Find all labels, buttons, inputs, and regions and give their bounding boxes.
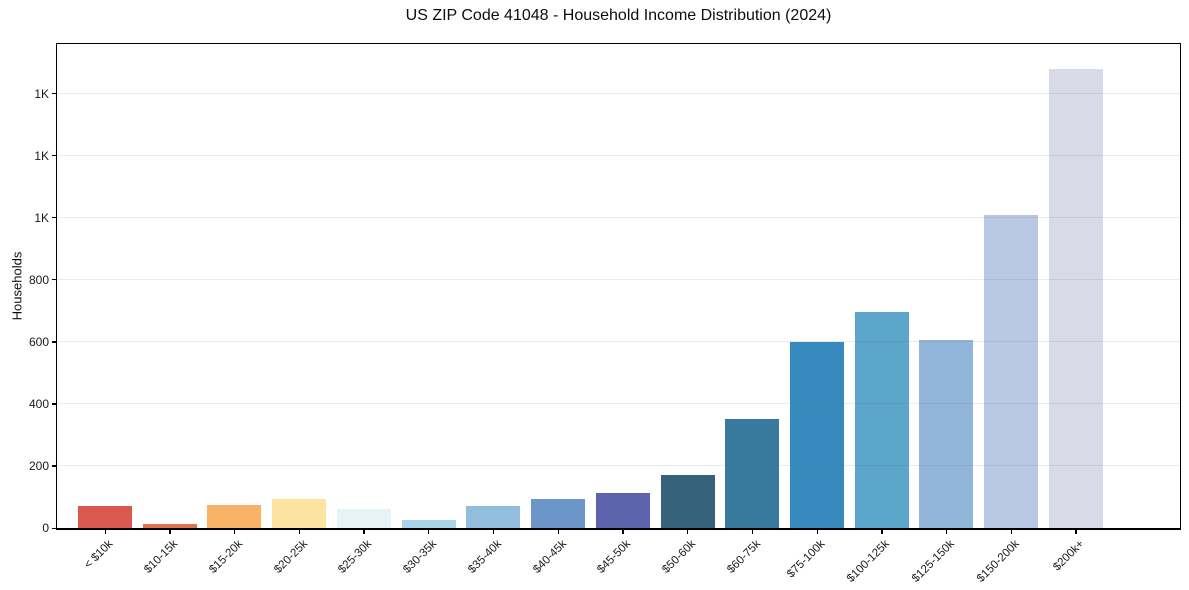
x-tick-mark: [492, 530, 495, 534]
x-tick-mark: [557, 530, 559, 534]
y-tick-mark: [52, 341, 56, 343]
y-tick-label: 1K: [34, 148, 49, 163]
x-tick-label: $50-60k: [660, 538, 699, 576]
y-tick-mark: [52, 217, 56, 219]
bar-12: [854, 312, 909, 528]
y-tick-mark: [52, 403, 56, 405]
x-tick-label: $100-125k: [845, 538, 893, 585]
x-tick-label: $15-20k: [207, 538, 245, 576]
x-tick-mark: [1010, 530, 1013, 534]
x-tick-label: $60-75k: [724, 538, 763, 576]
x-tick-mark: [169, 530, 171, 534]
bar-8: [595, 493, 650, 528]
chart-title: US ZIP Code 41048 - Household Income Dis…: [405, 7, 832, 24]
bar-0: [78, 505, 132, 528]
gridline-1400: [57, 93, 1180, 95]
x-tick-mark: [687, 530, 689, 534]
x-tick-mark: [751, 530, 754, 534]
x-tick-label: < $10k: [82, 538, 116, 572]
y-tick-label: 200: [28, 458, 49, 473]
bar-14: [984, 214, 1039, 528]
bar-10: [725, 419, 780, 528]
x-tick-label: $75-100k: [785, 538, 828, 581]
x-tick-label: $35-40k: [466, 538, 504, 576]
x-tick-mark: [622, 530, 624, 534]
gridline-600: [57, 341, 1180, 343]
x-tick-label: $45-50k: [595, 538, 634, 576]
plot-area: [56, 43, 1181, 530]
y-tick-label: 800: [28, 272, 49, 287]
bar-4: [336, 508, 391, 528]
bar-3: [272, 498, 327, 528]
y-tick-label: 400: [28, 396, 49, 411]
x-tick-mark: [298, 530, 300, 534]
x-tick-mark: [881, 530, 883, 534]
bar-7: [531, 498, 586, 528]
y-tick-mark: [52, 279, 56, 281]
x-tick-mark: [945, 530, 948, 534]
gridline-1200: [57, 155, 1180, 157]
gridline-800: [57, 279, 1180, 281]
x-tick-mark: [104, 530, 106, 534]
gridline-400: [57, 403, 1180, 405]
bar-9: [660, 475, 715, 528]
x-tick-label: $30-35k: [401, 538, 440, 576]
x-tick-mark: [428, 530, 430, 534]
bar-13: [919, 340, 974, 528]
x-tick-label: $40-45k: [530, 538, 569, 576]
y-tick-mark: [52, 465, 56, 467]
bar-15: [1048, 68, 1103, 528]
x-tick-mark: [233, 530, 236, 534]
y-tick-label: 1K: [34, 210, 49, 225]
y-tick-label: 1K: [34, 86, 49, 101]
x-tick-label: $150-200k: [974, 538, 1022, 585]
y-tick-mark: [52, 155, 56, 157]
x-tick-mark: [363, 530, 365, 534]
y-tick-mark: [52, 93, 56, 95]
gridline-200: [57, 465, 1180, 467]
bar-5: [401, 520, 456, 528]
y-tick-label: 0: [42, 521, 49, 535]
x-tick-label: $25-30k: [336, 538, 375, 576]
x-tick-label: $10-15k: [142, 538, 181, 576]
x-tick-mark: [1075, 530, 1077, 534]
x-tick-label: $200k+: [1051, 538, 1087, 574]
x-tick-mark: [816, 530, 818, 534]
x-tick-label: $20-25k: [271, 538, 310, 576]
x-tick-label: $125-150k: [910, 538, 957, 585]
bar-1: [142, 523, 197, 528]
gridline-1000: [57, 217, 1180, 219]
bar-6: [466, 505, 521, 528]
y-tick-mark: [52, 527, 56, 529]
bar-11: [790, 341, 845, 528]
bar-2: [207, 505, 262, 528]
y-tick-label: 600: [28, 334, 49, 349]
